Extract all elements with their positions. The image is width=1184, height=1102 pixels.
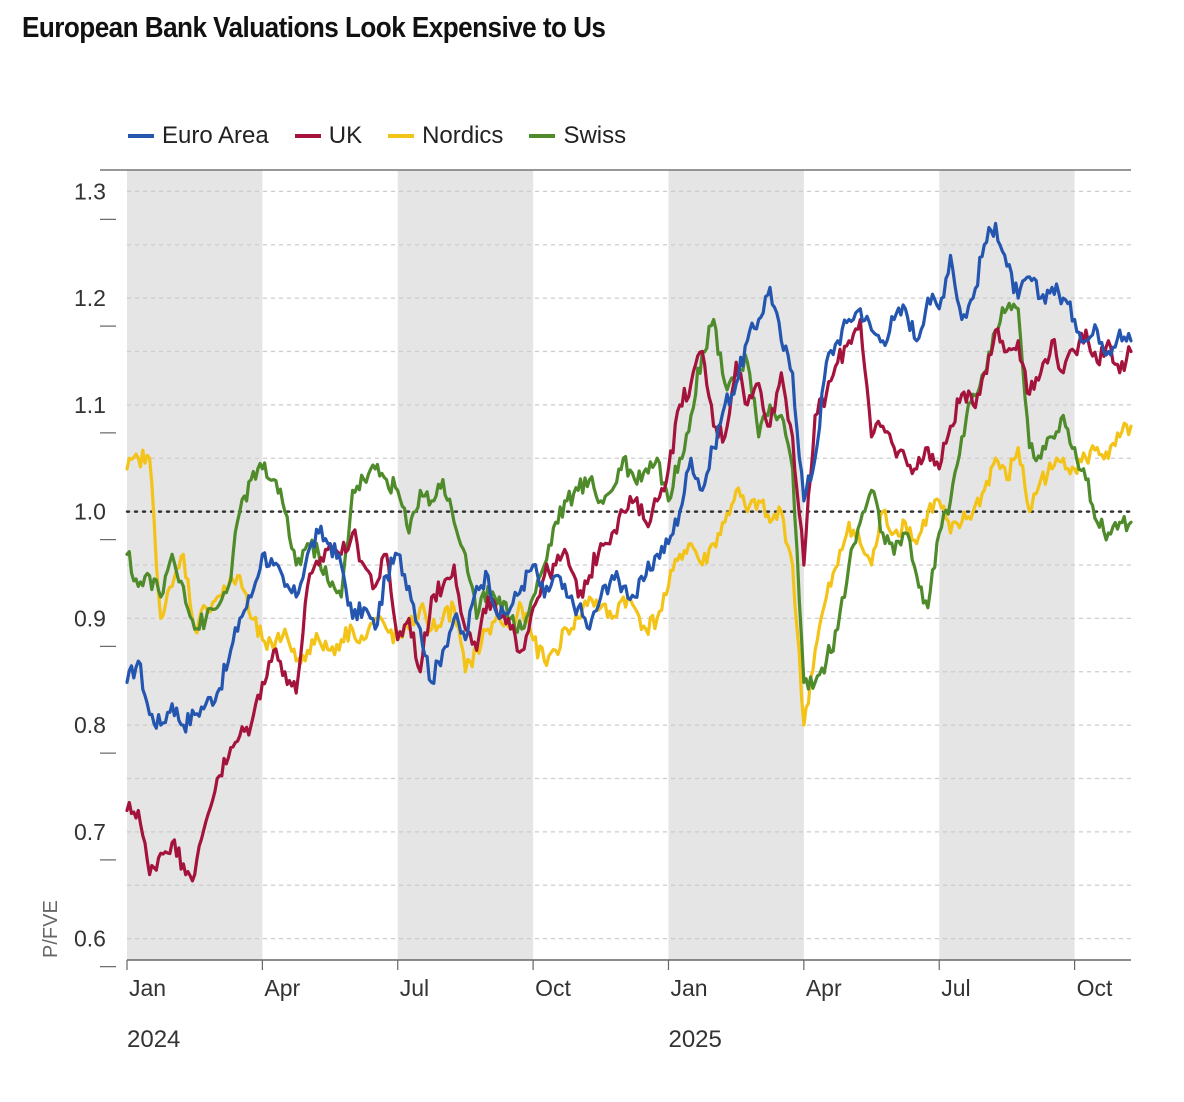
series-lines [125, 221, 1133, 883]
x-axis: Jan Apr Jul Oct Jan Apr Jul Oct 2024 2025 [126, 959, 1131, 1053]
x-tick-label-6: Jul [941, 975, 970, 1001]
y-tick-label-2: 0.8 [74, 712, 106, 738]
x-tick-label-0: Jan [129, 975, 166, 1001]
y-axis: 0.6 0.7 0.8 0.9 1.0 1.1 1.2 1.3 P/FVE [40, 178, 116, 968]
x-tick-label-3: Oct [535, 975, 571, 1001]
y-tick-label-5: 1.1 [74, 392, 106, 418]
year-label-1: 2025 [668, 1026, 721, 1053]
y-tick-label-4: 1.0 [74, 499, 106, 525]
legend-item-swiss: Swiss [529, 122, 626, 150]
legend-label-swiss: Swiss [563, 122, 627, 149]
legend-item-nordics: Nordics [388, 122, 503, 150]
shaded-quarters [127, 170, 1075, 960]
y-tick-label-6: 1.2 [74, 285, 106, 311]
legend-swatch-uk [294, 134, 321, 138]
legend-swatch-nordics [388, 134, 415, 138]
x-tick-label-4: Jan [670, 975, 707, 1001]
legend-label-euro-area: Euro Area [162, 122, 269, 149]
series-line-swiss [125, 301, 1133, 691]
y-tick-label-7: 1.3 [74, 178, 106, 204]
year-label-0: 2024 [127, 1026, 180, 1053]
legend-swatch-swiss [529, 134, 556, 138]
x-tick-label-7: Oct [1077, 975, 1113, 1001]
x-tick-label-1: Apr [264, 975, 300, 1001]
series-line-uk [125, 317, 1133, 883]
legend-label-uk: UK [328, 122, 363, 149]
legend-item-euro-area: Euro Area [128, 122, 269, 150]
legend-swatch-euro-area [128, 134, 154, 138]
x-tick-label-2: Jul [400, 975, 429, 1001]
series-line-euro-area [125, 221, 1133, 734]
legend-label-nordics: Nordics [422, 122, 504, 149]
y-tick-label-3: 0.9 [74, 605, 106, 631]
chart-legend: Euro Area UK Nordics Swiss [128, 122, 652, 150]
x-tick-label-5: Apr [806, 975, 842, 1001]
legend-item-uk: UK [294, 122, 363, 150]
y-axis-title: P/FVE [40, 900, 62, 958]
y-tick-label-0: 0.6 [74, 926, 106, 952]
chart-title: European Bank Valuations Look Expensive … [22, 12, 606, 44]
y-tick-label-1: 0.7 [74, 819, 106, 845]
